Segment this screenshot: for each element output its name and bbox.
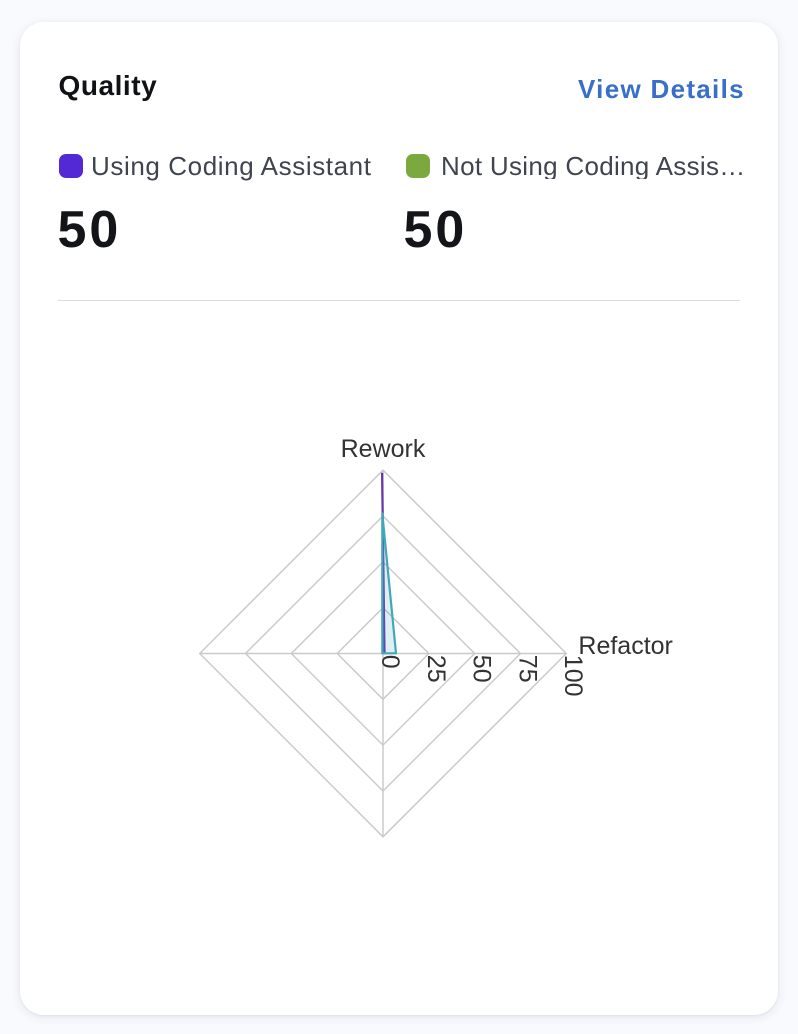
svg-text:100: 100 (559, 655, 587, 697)
svg-text:25: 25 (422, 655, 450, 683)
svg-text:Rework: Rework (341, 435, 426, 463)
svg-text:Refactor: Refactor (578, 632, 672, 660)
svg-text:50: 50 (468, 655, 496, 683)
svg-text:0: 0 (376, 655, 404, 669)
svg-text:75: 75 (513, 655, 541, 683)
